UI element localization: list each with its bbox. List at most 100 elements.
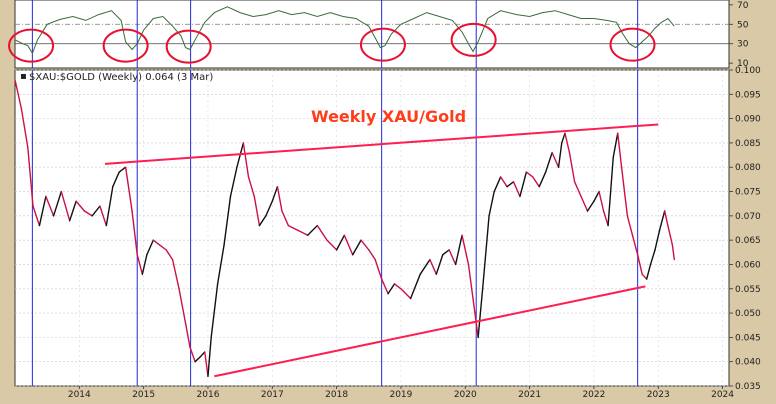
x-tick-label: 2016 <box>197 390 220 400</box>
price-segment <box>199 351 206 358</box>
price-segment <box>374 258 383 280</box>
price-segment <box>247 176 255 198</box>
price-segment <box>649 249 656 266</box>
price-segment <box>204 351 209 377</box>
price-segment <box>136 254 144 275</box>
price-segment <box>141 254 148 275</box>
price-segment <box>146 239 154 256</box>
price-segment <box>564 132 571 154</box>
price-segment <box>75 200 86 212</box>
price-segment <box>184 322 191 348</box>
price-segment <box>617 132 623 168</box>
price-segment <box>258 215 267 227</box>
price-segment <box>607 156 614 227</box>
price-segment <box>276 185 283 212</box>
cycle-circle <box>450 22 497 57</box>
price-segment <box>223 195 232 246</box>
trendline <box>104 123 659 165</box>
price-segment <box>265 200 273 217</box>
price-segment <box>641 273 648 280</box>
x-tick-label: 2023 <box>647 390 670 400</box>
price-segment <box>83 210 93 217</box>
price-segment <box>645 263 652 280</box>
price-segment <box>152 239 161 246</box>
price-segment <box>335 234 346 251</box>
price-tick-label: 0.045 <box>735 333 761 343</box>
price-segment <box>474 312 479 339</box>
price-segment <box>281 210 290 227</box>
chart-annotation: Weekly XAU/Gold <box>311 107 466 126</box>
price-segment <box>551 151 560 168</box>
x-tick-label: 2024 <box>711 390 734 400</box>
price-segment <box>38 195 47 227</box>
x-tick-label: 2020 <box>454 390 477 400</box>
trendline <box>214 285 646 378</box>
price-segment <box>602 210 609 227</box>
price-segment <box>60 190 71 222</box>
price-tick-label: 0.040 <box>735 358 761 368</box>
price-segment <box>663 210 669 227</box>
price-segment <box>207 336 212 377</box>
price-segment <box>393 283 402 290</box>
oscillator-series <box>14 6 675 55</box>
x-tick-label: 2021 <box>518 390 541 400</box>
price-segment <box>442 249 450 256</box>
price-segment <box>99 205 108 227</box>
price-segment <box>654 229 661 251</box>
price-segment <box>112 171 120 188</box>
price-segment <box>368 249 376 261</box>
price-segment <box>45 195 55 217</box>
price-segment <box>52 190 63 217</box>
price-segment <box>210 283 219 339</box>
price-segment <box>488 190 495 217</box>
price-segment <box>27 147 34 207</box>
cycle-circle <box>609 27 656 62</box>
price-segment <box>68 200 77 222</box>
price-segment <box>467 263 476 314</box>
x-tick-label: 2017 <box>261 390 284 400</box>
price-segment <box>561 132 566 144</box>
price-segment <box>454 234 463 266</box>
price-tick-label: 0.070 <box>735 212 761 222</box>
price-segment <box>14 79 23 110</box>
price-tick-label: 0.055 <box>735 285 761 295</box>
price-segment <box>499 176 508 188</box>
price-segment <box>297 229 309 236</box>
price-segment <box>242 142 250 178</box>
price-segment <box>512 181 521 198</box>
price-segment <box>593 190 600 202</box>
price-segment <box>32 205 41 227</box>
price-segment <box>343 234 354 256</box>
price-tick-label: 0.100 <box>735 66 761 76</box>
price-segment <box>568 151 576 183</box>
osc-tick-label: 10 <box>737 59 749 69</box>
x-tick-label: 2018 <box>325 390 348 400</box>
price-segment <box>419 258 431 275</box>
price-tick-label: 0.075 <box>735 188 761 198</box>
price-segment <box>477 288 484 339</box>
x-tick-label: 2014 <box>68 390 91 400</box>
price-segment <box>493 176 502 193</box>
price-segment <box>544 151 553 173</box>
cycle-circles <box>8 22 656 64</box>
osc-tick-label: 70 <box>737 1 749 11</box>
price-segment <box>91 205 101 217</box>
price-segment <box>316 224 328 241</box>
price-segment <box>229 166 238 198</box>
y-axis-labels: 0.035 0.040 0.045 0.050 0.055 0.060 0.065 0.070… <box>729 1 761 392</box>
price-segment <box>519 171 528 198</box>
price-segment <box>189 346 196 363</box>
price-segment <box>159 244 167 251</box>
price-segment <box>171 258 180 290</box>
price-segment <box>636 254 643 275</box>
price-segment <box>118 166 127 173</box>
oscillator-line <box>14 6 675 55</box>
price-segment <box>538 171 547 188</box>
price-segment <box>612 132 619 159</box>
price-tick-label: 0.050 <box>735 309 761 319</box>
price-segment <box>461 234 470 266</box>
price-segment <box>352 239 362 256</box>
x-axis-labels: 2014 2015 2016 2017 2018 2019 2020 2021 2022 2023… <box>68 386 734 400</box>
price-segment <box>253 195 261 227</box>
